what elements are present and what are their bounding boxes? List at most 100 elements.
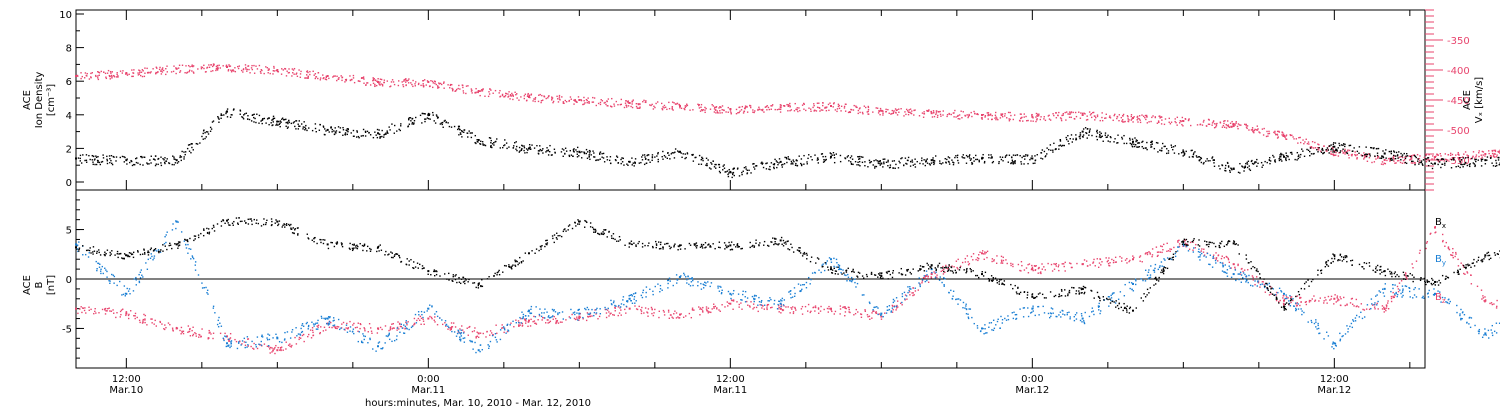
vx-sample xyxy=(890,113,892,115)
vx-sample xyxy=(216,68,219,70)
density-sample xyxy=(1325,148,1327,151)
density-sample xyxy=(1328,145,1331,147)
density-sample xyxy=(388,126,390,128)
vx-sample xyxy=(1182,125,1184,127)
density-sample xyxy=(1121,138,1124,140)
vx-sample xyxy=(750,106,752,109)
vx-sample xyxy=(1403,159,1406,161)
density-sample xyxy=(694,156,696,159)
density-sample xyxy=(839,154,842,157)
density-sample xyxy=(1133,145,1136,148)
density-sample xyxy=(539,148,541,151)
bz-sample xyxy=(957,268,959,270)
vx-sample xyxy=(719,112,721,114)
density-sample xyxy=(305,124,307,127)
bz-point xyxy=(528,319,530,322)
vx-sample xyxy=(181,64,184,66)
vx-sample xyxy=(829,102,831,104)
density-sample xyxy=(575,149,577,151)
bz-sample xyxy=(1425,247,1427,250)
vx-sample xyxy=(1254,128,1256,131)
vx-sample xyxy=(1222,124,1225,127)
density-sample xyxy=(1486,159,1488,161)
bz-sample xyxy=(1393,296,1395,299)
by-sample xyxy=(352,328,355,330)
vx-sample xyxy=(443,87,445,89)
vx-sample xyxy=(700,109,703,111)
by-sample xyxy=(98,266,101,268)
vx-sample xyxy=(1105,113,1107,115)
vx-sample xyxy=(265,66,267,68)
vx-sample xyxy=(1491,152,1494,155)
bz-sample xyxy=(685,315,687,317)
vx-sample xyxy=(533,98,535,100)
by-sample xyxy=(358,331,360,333)
density-sample xyxy=(791,162,793,164)
by-sample xyxy=(315,328,318,330)
density-sample xyxy=(195,142,198,145)
bz-sample xyxy=(647,308,650,310)
bz-sample xyxy=(718,309,720,311)
density-sample xyxy=(1382,155,1384,158)
bz-sample xyxy=(678,317,680,319)
density-sample xyxy=(1172,148,1174,151)
vx-sample xyxy=(937,110,940,113)
bz-sample xyxy=(1460,262,1462,264)
vx-sample xyxy=(793,110,796,112)
bz-sample xyxy=(833,313,835,315)
bz-sample xyxy=(783,305,785,307)
b-axis-label: ACEB[nT] xyxy=(22,275,57,295)
vx-sample xyxy=(1245,124,1247,126)
vx-sample xyxy=(1298,136,1300,139)
vx-sample xyxy=(918,115,921,117)
by-sample xyxy=(76,248,79,250)
density-sample xyxy=(615,155,618,157)
bz-sample xyxy=(1463,272,1465,275)
bz-sample xyxy=(534,322,537,325)
vx-sample xyxy=(981,118,983,120)
bz-sample xyxy=(1275,299,1278,302)
bz-sample xyxy=(571,313,573,316)
bz-sample xyxy=(1383,311,1385,313)
vx-sample xyxy=(754,110,756,112)
density-sample xyxy=(1278,157,1280,160)
density-sample xyxy=(229,116,232,118)
bz-sample xyxy=(854,312,857,315)
density-sample xyxy=(1014,161,1016,163)
bz-sample xyxy=(272,348,274,350)
density-sample xyxy=(209,126,212,129)
density-sample xyxy=(1198,159,1201,162)
vx-sample xyxy=(1179,120,1181,122)
vx-sample xyxy=(117,75,119,77)
vx-sample xyxy=(139,71,141,74)
density-sample xyxy=(912,164,915,166)
vx-sample xyxy=(655,102,657,105)
density-sample xyxy=(100,161,103,163)
vx-sample xyxy=(418,82,420,85)
vx-sample xyxy=(1201,124,1204,126)
density-sample xyxy=(1213,159,1215,161)
bz-sample xyxy=(1031,264,1033,267)
bz-sample xyxy=(122,308,124,310)
bz-sample xyxy=(1112,259,1115,262)
vx-sample xyxy=(1019,113,1022,115)
vx-sample xyxy=(1475,156,1477,158)
by-sample xyxy=(258,343,260,345)
density-sample xyxy=(1019,154,1021,157)
bz-sample xyxy=(941,269,944,272)
y-tick-label: 6 xyxy=(66,77,72,88)
bz-sample xyxy=(489,330,492,332)
by-sample xyxy=(613,300,615,302)
bz-sample xyxy=(605,316,608,319)
vx-sample xyxy=(738,106,740,109)
density-sample xyxy=(460,133,462,136)
by-sample xyxy=(361,341,363,344)
vx-sample xyxy=(191,64,193,66)
vx-sample xyxy=(248,68,250,71)
vx-sample xyxy=(1065,119,1067,121)
vx-sample xyxy=(882,110,884,113)
vx-sample xyxy=(1392,156,1394,158)
bz-point xyxy=(1434,226,1436,229)
density-sample xyxy=(876,160,879,162)
